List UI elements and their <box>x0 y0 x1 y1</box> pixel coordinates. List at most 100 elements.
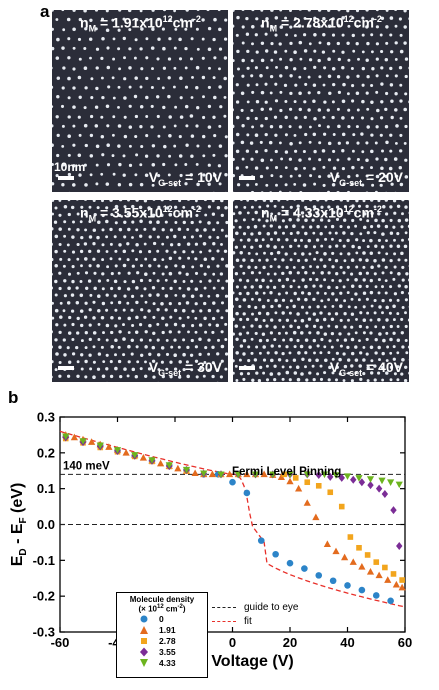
molecule-dot <box>207 205 211 209</box>
molecule-dot <box>168 256 173 261</box>
molecule-dot <box>102 331 105 335</box>
molecule-dot <box>117 271 121 275</box>
molecule-dot <box>169 286 173 291</box>
molecule-dot <box>178 212 182 216</box>
data-point <box>327 472 334 481</box>
molecule-dot <box>94 27 98 31</box>
molecule-dot <box>127 10 132 13</box>
molecule-dot <box>359 232 363 236</box>
data-point <box>320 471 329 479</box>
molecule-dot <box>317 90 321 95</box>
molecule-dot <box>157 37 161 41</box>
molecule-dot <box>331 278 335 282</box>
molecule-dot <box>279 174 283 178</box>
molecule-dot <box>223 95 227 99</box>
molecule-dot <box>408 66 409 70</box>
molecule-dot <box>118 330 122 334</box>
molecule-dot <box>366 107 370 111</box>
data-point <box>295 484 303 492</box>
molecule-dot <box>242 312 246 316</box>
molecule-dot <box>270 237 273 241</box>
molecule-dot <box>395 124 399 128</box>
y-tick-label: 0.1 <box>37 481 55 496</box>
molecule-dot <box>83 66 88 70</box>
molecule-dot <box>241 124 245 128</box>
molecule-dot <box>101 153 105 157</box>
molecule-dot <box>326 125 330 129</box>
molecule-dot <box>233 200 235 202</box>
data-point <box>257 537 265 544</box>
legend-label: 2.78 <box>159 636 176 647</box>
molecule-dot <box>194 302 198 306</box>
molecule-dot <box>217 338 220 342</box>
molecule-dot <box>242 232 247 236</box>
molecule-dot <box>339 224 343 229</box>
molecule-dot <box>92 375 96 379</box>
molecule-dot <box>106 46 110 50</box>
molecule-dot <box>385 305 389 310</box>
molecule-dot <box>308 211 312 216</box>
molecule-dot <box>52 27 54 31</box>
molecule-dot <box>76 316 80 321</box>
molecule-dot <box>304 205 308 209</box>
molecule-dot <box>225 220 228 225</box>
molecule-dot <box>366 75 370 79</box>
legend-title: Molecule density <box>129 595 195 604</box>
molecule-dot <box>173 183 177 187</box>
molecule-dot <box>161 272 165 276</box>
molecule-dot <box>262 371 266 375</box>
molecule-dot <box>118 10 122 12</box>
molecule-dot <box>313 351 316 355</box>
molecule-dot <box>354 224 358 228</box>
molecule-dot <box>303 100 307 104</box>
molecule-dot <box>101 37 105 41</box>
molecule-dot <box>362 225 367 230</box>
molecule-dot <box>233 108 234 112</box>
molecule-dot <box>300 211 305 215</box>
molecule-dot <box>173 338 177 342</box>
molecule-dot <box>147 206 151 210</box>
molecule-dot <box>246 331 250 335</box>
molecule-dot <box>66 301 71 305</box>
molecule-dot <box>334 298 339 302</box>
molecule-dot <box>152 331 156 335</box>
molecule-dot <box>122 17 126 21</box>
molecule-dot <box>408 278 409 282</box>
molecule-dot <box>308 358 312 362</box>
molecule-dot <box>236 183 241 187</box>
data-point <box>343 473 352 480</box>
molecule-dot <box>392 200 397 203</box>
molecule-dot <box>220 213 224 218</box>
molecule-dot <box>327 271 331 275</box>
molecule-dot <box>266 272 270 276</box>
molecule-dot <box>269 331 273 335</box>
molecule-dot <box>118 243 122 247</box>
molecule-dot <box>128 28 132 32</box>
molecule-dot <box>80 353 84 357</box>
molecule-dot <box>300 331 304 335</box>
molecule-dot <box>224 234 228 238</box>
molecule-dot <box>264 32 268 36</box>
molecule-dot <box>67 200 71 202</box>
molecule-dot <box>341 99 346 104</box>
molecule-dot <box>127 200 130 202</box>
molecule-dot <box>398 66 403 70</box>
molecule-dot <box>185 360 189 364</box>
molecule-dot <box>380 49 384 54</box>
molecule-dot <box>389 231 394 235</box>
molecule-dot <box>72 10 76 12</box>
molecule-dot <box>67 331 72 335</box>
data-point <box>315 483 322 489</box>
molecule-dot <box>347 190 350 192</box>
molecule-dot <box>80 339 84 343</box>
molecule-dot <box>207 163 211 167</box>
molecule-dot <box>61 162 66 167</box>
molecule-dot <box>351 84 355 88</box>
molecule-dot <box>233 141 235 145</box>
data-point <box>332 472 340 479</box>
molecule-dot <box>138 250 143 254</box>
molecule-dot <box>144 300 148 304</box>
molecule-dot <box>100 17 105 21</box>
molecule-dot <box>233 212 236 216</box>
molecule-dot <box>100 76 104 80</box>
